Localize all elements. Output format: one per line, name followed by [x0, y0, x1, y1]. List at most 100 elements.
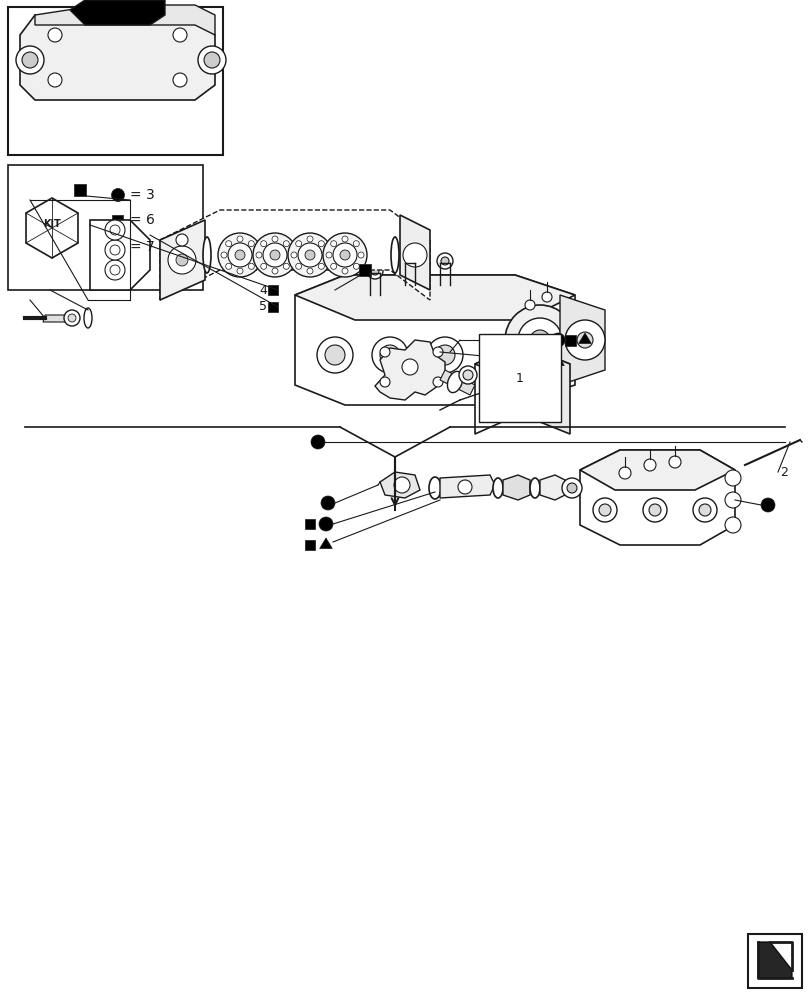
Circle shape [530, 330, 549, 350]
Circle shape [525, 300, 534, 310]
Bar [305, 540, 315, 550]
Polygon shape [160, 220, 204, 300]
Circle shape [272, 236, 277, 242]
Circle shape [225, 263, 231, 269]
Polygon shape [43, 315, 72, 322]
Text: 2: 2 [779, 466, 787, 479]
Circle shape [176, 234, 188, 246]
Circle shape [260, 241, 266, 247]
Text: = 3: = 3 [130, 188, 155, 202]
Circle shape [109, 225, 120, 235]
Polygon shape [551, 355, 564, 365]
Circle shape [263, 243, 286, 267]
Circle shape [260, 263, 266, 269]
Circle shape [618, 467, 630, 479]
Circle shape [16, 46, 44, 74]
Circle shape [325, 252, 332, 258]
Circle shape [330, 263, 337, 269]
Bar [8, 165, 203, 290]
Circle shape [462, 370, 473, 380]
Circle shape [401, 359, 418, 375]
Circle shape [320, 496, 335, 510]
Circle shape [380, 345, 400, 365]
Circle shape [435, 345, 454, 365]
Bar [113, 215, 123, 226]
Polygon shape [757, 942, 791, 978]
Bar [8, 7, 223, 155]
Bar [268, 302, 277, 312]
Circle shape [402, 243, 427, 267]
Circle shape [319, 517, 333, 531]
Polygon shape [160, 210, 430, 300]
Polygon shape [380, 472, 419, 498]
Circle shape [698, 504, 710, 516]
Bar [564, 334, 576, 346]
Polygon shape [320, 538, 332, 548]
Ellipse shape [447, 371, 462, 393]
Circle shape [272, 268, 277, 274]
Polygon shape [579, 450, 734, 545]
Circle shape [393, 477, 410, 493]
Circle shape [22, 52, 38, 68]
Text: = 6: = 6 [130, 213, 155, 227]
Circle shape [176, 254, 188, 266]
Circle shape [204, 52, 220, 68]
Circle shape [217, 233, 262, 277]
Ellipse shape [84, 308, 92, 328]
Circle shape [592, 498, 616, 522]
Text: 1: 1 [516, 371, 523, 384]
Circle shape [283, 263, 289, 269]
Circle shape [173, 28, 187, 42]
Circle shape [432, 347, 443, 357]
Circle shape [517, 318, 561, 362]
Circle shape [323, 252, 328, 258]
Circle shape [168, 246, 195, 274]
Circle shape [253, 252, 259, 258]
Circle shape [255, 252, 262, 258]
Text: KIT: KIT [43, 219, 61, 229]
Circle shape [333, 243, 357, 267]
Circle shape [380, 347, 389, 357]
Circle shape [341, 236, 348, 242]
Circle shape [173, 73, 187, 87]
Circle shape [237, 268, 242, 274]
Circle shape [599, 504, 610, 516]
Circle shape [290, 252, 297, 258]
Polygon shape [26, 198, 78, 258]
Circle shape [198, 46, 225, 74]
Circle shape [105, 240, 125, 260]
Bar [74, 184, 86, 196]
Circle shape [340, 250, 350, 260]
Ellipse shape [428, 477, 440, 499]
Polygon shape [375, 340, 444, 400]
Circle shape [380, 377, 389, 387]
Polygon shape [294, 275, 574, 320]
Bar [747, 934, 801, 988]
Circle shape [367, 263, 383, 279]
Circle shape [295, 263, 302, 269]
Circle shape [358, 252, 363, 258]
Circle shape [324, 345, 345, 365]
Polygon shape [578, 333, 590, 344]
Circle shape [228, 243, 251, 267]
Circle shape [234, 250, 245, 260]
Circle shape [221, 252, 227, 258]
Circle shape [341, 268, 348, 274]
Circle shape [427, 337, 462, 373]
Circle shape [504, 305, 574, 375]
Circle shape [109, 265, 120, 275]
Circle shape [283, 241, 289, 247]
Polygon shape [20, 15, 215, 100]
Circle shape [541, 292, 551, 302]
Polygon shape [400, 215, 430, 290]
Circle shape [436, 253, 453, 269]
Circle shape [307, 268, 312, 274]
Circle shape [109, 245, 120, 255]
Circle shape [237, 236, 242, 242]
Circle shape [648, 504, 660, 516]
Bar [358, 264, 371, 276]
Circle shape [307, 236, 312, 242]
Circle shape [487, 390, 506, 410]
Polygon shape [35, 5, 215, 35]
Circle shape [401, 253, 418, 269]
